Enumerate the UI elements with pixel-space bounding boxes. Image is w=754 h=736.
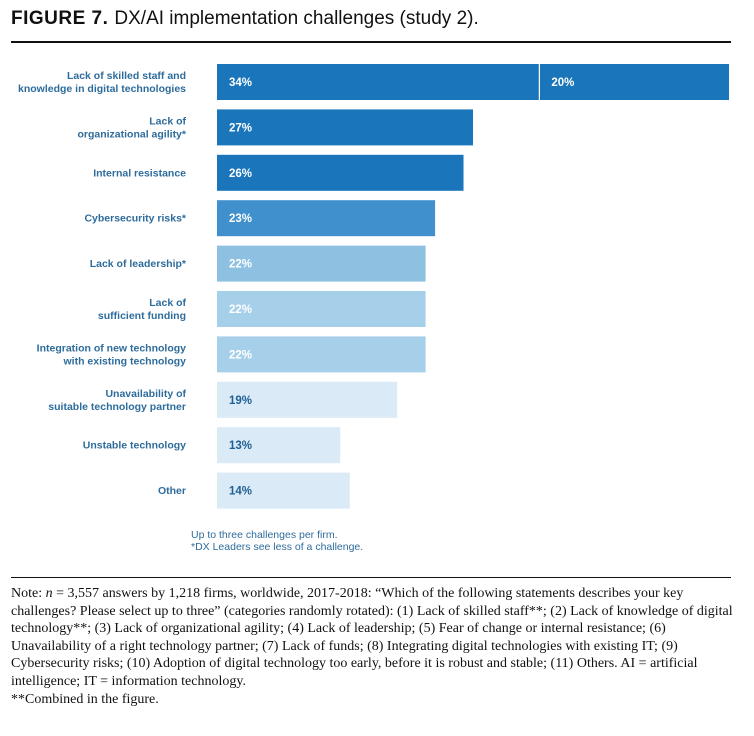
bar bbox=[217, 109, 473, 146]
bar bbox=[217, 381, 398, 418]
bar-value-label: 34% bbox=[229, 77, 252, 89]
bar-value-label: 26% bbox=[229, 168, 252, 180]
note-rule bbox=[11, 577, 731, 578]
figure-title: FIGURE 7. DX/AI implementation challenges… bbox=[11, 8, 479, 30]
category-label-line: Lack of skilled staff and bbox=[67, 70, 186, 82]
category-label-line: Internal resistance bbox=[93, 167, 186, 179]
chart-footnote: *DX Leaders see less of a challenge. bbox=[191, 541, 363, 553]
bar-segment bbox=[539, 64, 729, 100]
bar-value-label: 13% bbox=[229, 440, 252, 452]
category-label: Unavailability of suitable technology par… bbox=[48, 388, 186, 413]
category-label-line: Other bbox=[158, 485, 186, 497]
category-label: Internal resistance bbox=[93, 167, 186, 179]
category-label: Other bbox=[158, 485, 186, 497]
category-label: Lack of leadership* bbox=[90, 258, 187, 270]
bar-value-label: 19% bbox=[229, 395, 252, 407]
category-label-line: knowledge in digital technologies bbox=[18, 83, 186, 95]
chart-footnote: Up to three challenges per firm. bbox=[191, 529, 338, 541]
bar bbox=[217, 245, 426, 282]
category-label: Lack of skilled staff and knowledge in di… bbox=[18, 70, 186, 95]
category-label: Lack of sufficient funding bbox=[98, 297, 187, 322]
bar-chart: 34% Lack of skilled staff and knowledge in… bbox=[18, 64, 729, 553]
bar-value-label: 22% bbox=[229, 304, 252, 316]
category-label: Cybersecurity risks* bbox=[84, 213, 186, 225]
segment-value-label: 20% bbox=[551, 77, 574, 89]
category-label-line: Cybersecurity risks* bbox=[84, 213, 186, 225]
bar bbox=[217, 200, 436, 237]
category-label-line: Lack of leadership* bbox=[90, 258, 187, 270]
category-label-line: Unstable technology bbox=[83, 440, 186, 452]
category-label: Integration of new technology with existi… bbox=[37, 342, 186, 367]
figure-note: Note: n = 3,557 answers by 1,218 firms, … bbox=[11, 585, 733, 708]
bar-value-label: 27% bbox=[229, 122, 252, 134]
category-label-line: with existing technology bbox=[62, 355, 186, 367]
bar bbox=[217, 64, 540, 100]
figure-caption: DX/AI implementation challenges (study 2… bbox=[114, 8, 479, 29]
category-label-line: organizational agility* bbox=[77, 128, 186, 140]
category-label: Lack of organizational agility* bbox=[77, 115, 186, 140]
top-rule bbox=[11, 41, 731, 43]
bar bbox=[217, 154, 464, 191]
category-label-line: Integration of new technology bbox=[37, 342, 186, 354]
category-label-line: Unavailability of bbox=[105, 388, 186, 400]
bar-value-label: 14% bbox=[229, 486, 252, 498]
figure-number: FIGURE 7. bbox=[11, 8, 109, 29]
category-label-line: suitable technology partner bbox=[48, 401, 186, 413]
category-label-line: Lack of bbox=[149, 115, 186, 127]
category-label-line: sufficient funding bbox=[98, 310, 186, 322]
note-text: = 3,557 answers by 1,218 firms, worldwid… bbox=[11, 586, 733, 689]
note-n-symbol: n bbox=[45, 586, 53, 601]
category-label: Unstable technology bbox=[83, 440, 186, 452]
bar bbox=[217, 472, 350, 509]
category-label-line: Lack of bbox=[149, 297, 186, 309]
bar-value-label: 23% bbox=[229, 213, 252, 225]
note-paragraph: Note: n = 3,557 answers by 1,218 firms, … bbox=[11, 585, 733, 691]
bar bbox=[217, 336, 426, 373]
note-footnote: **Combined in the figure. bbox=[11, 691, 159, 707]
bar-value-label: 22% bbox=[229, 349, 252, 361]
bar bbox=[217, 291, 426, 327]
bar bbox=[217, 427, 341, 464]
note-prefix: Note: bbox=[11, 586, 46, 601]
bar-value-label: 22% bbox=[229, 259, 252, 271]
